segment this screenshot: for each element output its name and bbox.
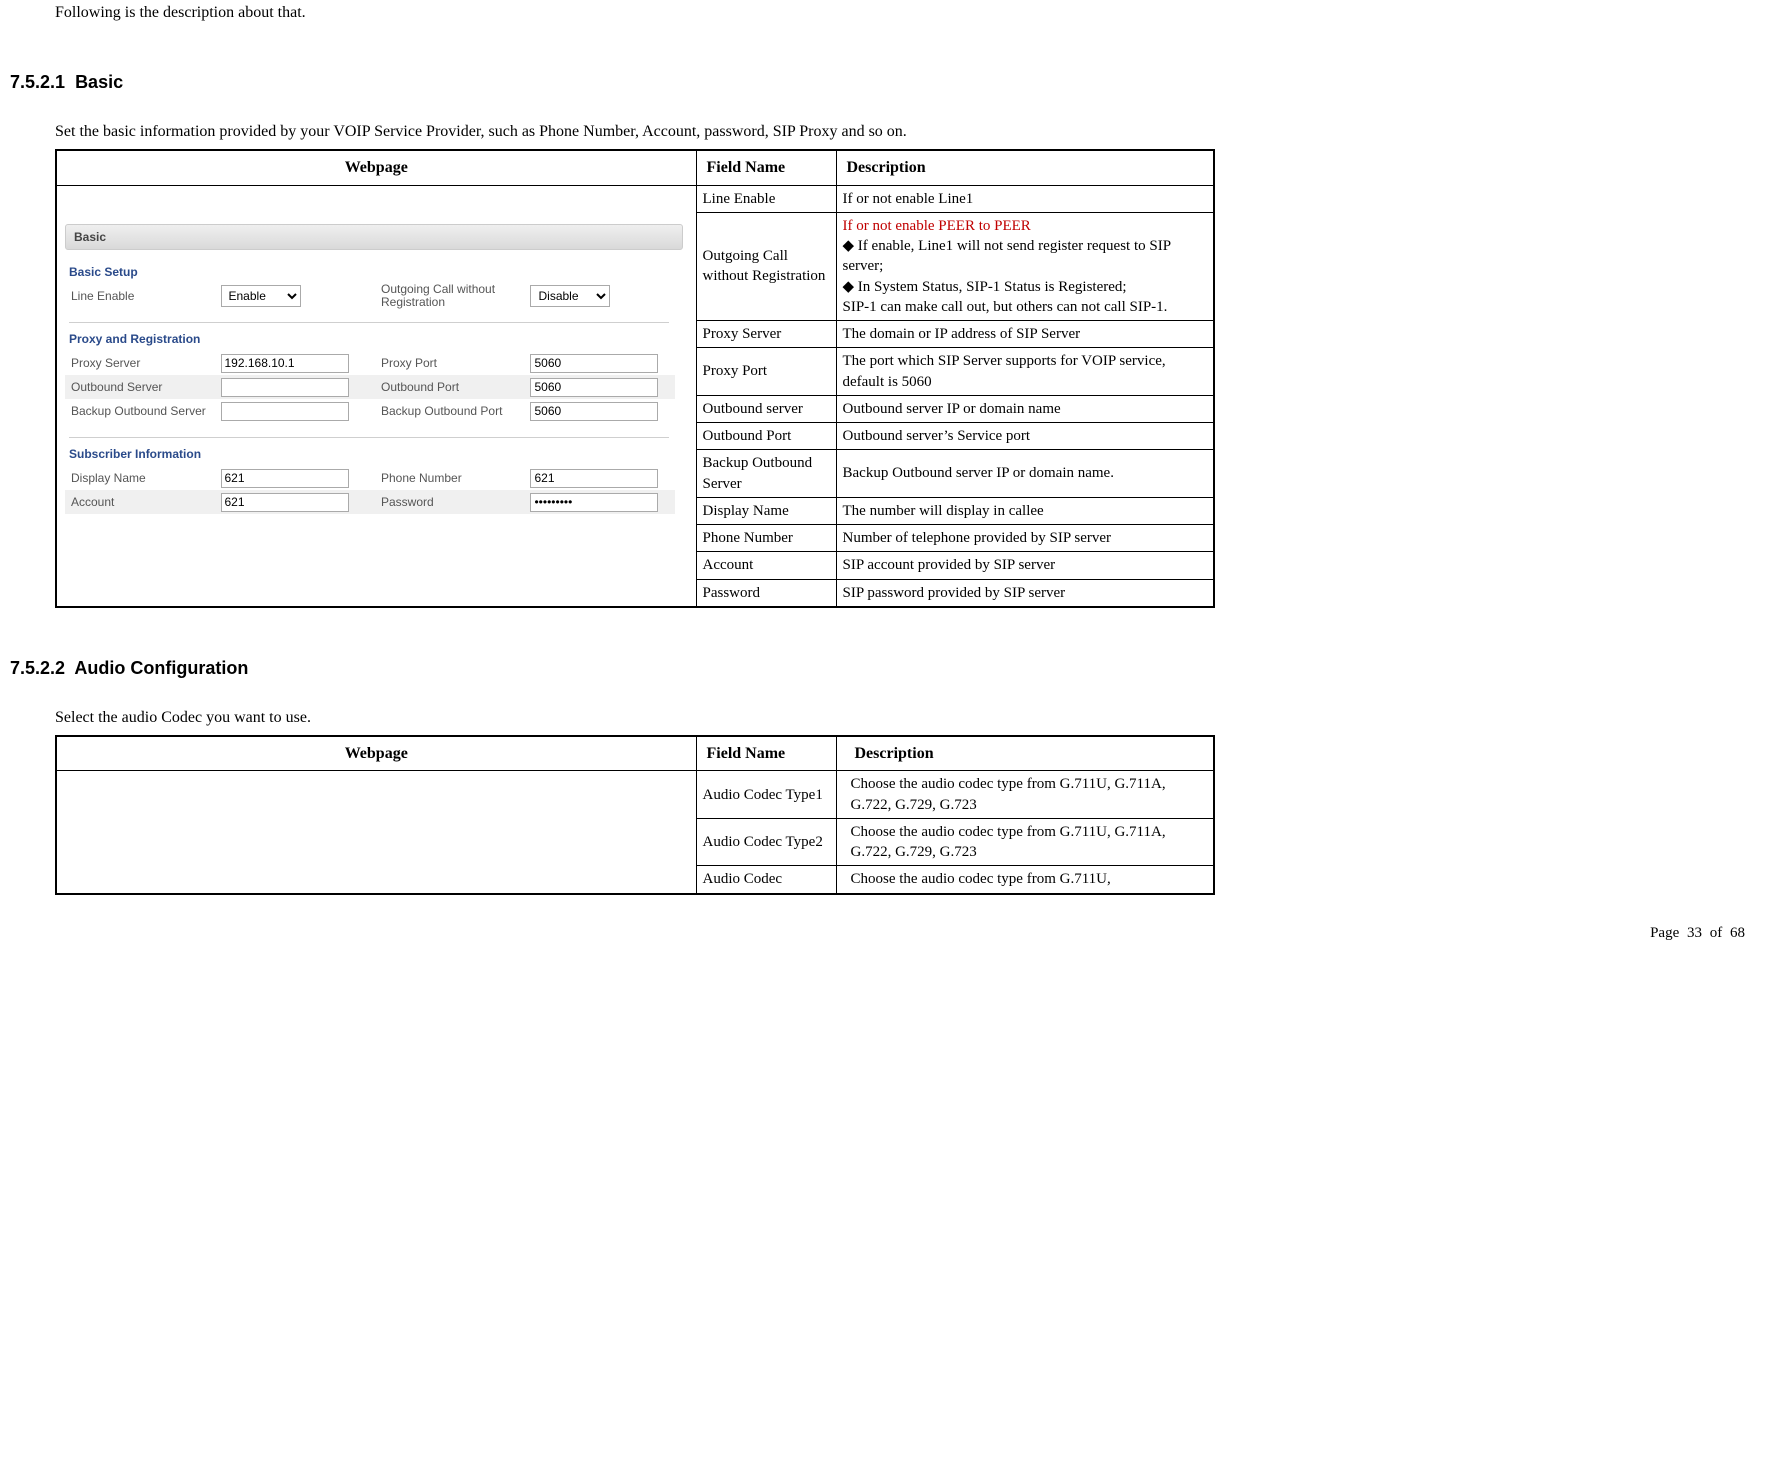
- backup-outbound-port-input[interactable]: [530, 402, 658, 421]
- desc-line: If enable, Line1 will not send register …: [843, 238, 1171, 274]
- ui-row: Backup Outbound Server Backup Outbound P…: [65, 399, 675, 423]
- ui-label: Outbound Port: [375, 379, 531, 395]
- ui-label: Password: [375, 494, 531, 510]
- diamond-icon: ◆: [843, 278, 855, 295]
- webpage-screenshot-cell: Basic Basic Setup Line Enable Enable Out…: [56, 185, 696, 607]
- ui-label: Proxy Port: [375, 355, 531, 371]
- ui-label-line-enable: Line Enable: [65, 288, 221, 304]
- ui-label-outgoing: Outgoing Call withoutRegistration: [375, 283, 531, 309]
- field-name-cell: Outgoing Call without Registration: [696, 212, 836, 320]
- proxy-server-input[interactable]: [221, 354, 349, 373]
- desc-line: SIP-1 can make call out, but others can …: [843, 299, 1168, 315]
- field-name-cell: Phone Number: [696, 525, 836, 552]
- ui-label: Account: [65, 494, 221, 510]
- ui-row: Line Enable Enable Outgoing Call without…: [65, 284, 675, 308]
- ui-label: Proxy Server: [65, 355, 221, 371]
- intro-text: Following is the description about that.: [55, 4, 1755, 22]
- display-name-input[interactable]: [221, 469, 349, 488]
- desc-red: If or not enable PEER to PEER: [843, 218, 1031, 234]
- section-title: Audio Configuration: [74, 658, 248, 678]
- field-name-cell: Display Name: [696, 497, 836, 524]
- field-name-cell: Backup Outbound Server: [696, 450, 836, 498]
- desc-cell: If or not enable Line1: [836, 185, 1214, 212]
- ui-row: Account Password: [65, 490, 675, 514]
- table-row: Audio Codec Type1 Choose the audio codec…: [56, 771, 1214, 819]
- section-heading-audio: 7.5.2.2 Audio Configuration: [10, 658, 1755, 679]
- ui-label: Backup Outbound Server: [65, 403, 221, 419]
- desc-cell: The number will display in callee: [836, 497, 1214, 524]
- ui-label: Outbound Server: [65, 379, 221, 395]
- th-field: Field Name: [696, 150, 836, 185]
- diamond-icon: ◆: [843, 237, 855, 254]
- section-heading-basic: 7.5.2.1 Basic: [10, 72, 1755, 93]
- ui-label: Backup Outbound Port: [375, 403, 531, 419]
- field-name-cell: Audio Codec Type2: [696, 818, 836, 866]
- ui-row: Outbound Server Outbound Port: [65, 375, 675, 399]
- table-header-row: Webpage Field Name Description: [56, 150, 1214, 185]
- phone-number-input[interactable]: [530, 469, 658, 488]
- desc-cell: If or not enable PEER to PEER ◆ If enabl…: [836, 212, 1214, 320]
- proxy-port-input[interactable]: [530, 354, 658, 373]
- th-webpage: Webpage: [56, 150, 696, 185]
- outbound-server-input[interactable]: [221, 378, 349, 397]
- basic-table: Webpage Field Name Description Basic Bas…: [55, 149, 1215, 608]
- section-number: 7.5.2.2: [10, 658, 65, 678]
- webpage-screenshot-cell: [56, 771, 696, 894]
- field-name-cell: Line Enable: [696, 185, 836, 212]
- ui-panel-title: Basic: [65, 224, 683, 250]
- th-desc: Description: [836, 150, 1214, 185]
- page-number: Page 33 of 68: [10, 925, 1745, 942]
- ui-label: Display Name: [65, 470, 221, 486]
- ui-row: Proxy Server Proxy Port: [65, 351, 675, 375]
- section2-subintro: Select the audio Codec you want to use.: [55, 709, 1755, 727]
- field-name-cell: Account: [696, 552, 836, 579]
- field-name-cell: Password: [696, 579, 836, 607]
- th-field: Field Name: [696, 736, 836, 771]
- table-header-row: Webpage Field Name Description: [56, 736, 1214, 771]
- ui-label: Phone Number: [375, 470, 531, 486]
- desc-cell: Choose the audio codec type from G.711U,…: [836, 771, 1214, 819]
- ui-group-proxy: Proxy and Registration: [69, 322, 669, 347]
- ui-group-basic-setup: Basic Setup: [69, 264, 669, 280]
- desc-cell: SIP password provided by SIP server: [836, 579, 1214, 607]
- desc-line: In System Status, SIP-1 Status is Regist…: [858, 279, 1127, 295]
- desc-cell: Number of telephone provided by SIP serv…: [836, 525, 1214, 552]
- field-name-cell: Audio Codec: [696, 866, 836, 894]
- field-name-cell: Outbound server: [696, 395, 836, 422]
- field-name-cell: Proxy Port: [696, 348, 836, 396]
- desc-cell: SIP account provided by SIP server: [836, 552, 1214, 579]
- audio-table: Webpage Field Name Description Audio Cod…: [55, 735, 1215, 895]
- section-number: 7.5.2.1: [10, 72, 65, 92]
- ui-row: Display Name Phone Number: [65, 466, 675, 490]
- th-webpage: Webpage: [56, 736, 696, 771]
- desc-cell: The port which SIP Server supports for V…: [836, 348, 1214, 396]
- table-row: Basic Basic Setup Line Enable Enable Out…: [56, 185, 1214, 212]
- outgoing-select[interactable]: Disable: [530, 285, 610, 307]
- field-name-cell: Audio Codec Type1: [696, 771, 836, 819]
- section1-subintro: Set the basic information provided by yo…: [55, 123, 1755, 141]
- ui-mock: Basic Basic Setup Line Enable Enable Out…: [57, 186, 696, 523]
- desc-cell: Outbound server IP or domain name: [836, 395, 1214, 422]
- line-enable-select[interactable]: Enable: [221, 285, 301, 307]
- field-name-cell: Outbound Port: [696, 423, 836, 450]
- outbound-port-input[interactable]: [530, 378, 658, 397]
- section-title: Basic: [75, 72, 123, 92]
- desc-cell: Choose the audio codec type from G.711U,…: [836, 818, 1214, 866]
- desc-cell: Choose the audio codec type from G.711U,: [836, 866, 1214, 894]
- field-name-cell: Proxy Server: [696, 321, 836, 348]
- desc-cell: Outbound server’s Service port: [836, 423, 1214, 450]
- ui-group-subscriber: Subscriber Information: [69, 437, 669, 462]
- desc-cell: The domain or IP address of SIP Server: [836, 321, 1214, 348]
- account-input[interactable]: [221, 493, 349, 512]
- desc-cell: Backup Outbound server IP or domain name…: [836, 450, 1214, 498]
- th-desc: Description: [836, 736, 1214, 771]
- password-input[interactable]: [530, 493, 658, 512]
- backup-outbound-server-input[interactable]: [221, 402, 349, 421]
